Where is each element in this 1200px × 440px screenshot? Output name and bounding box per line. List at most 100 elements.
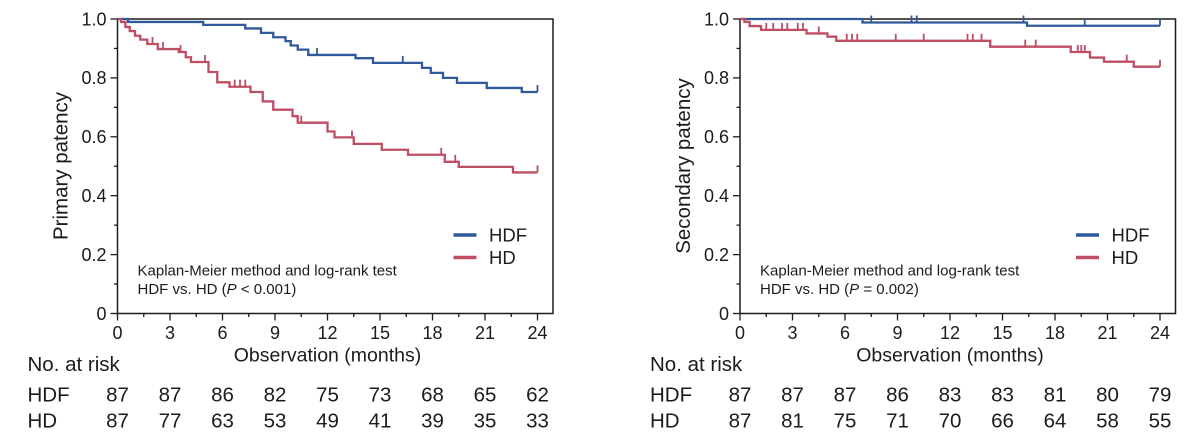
- at-risk-row-hdf: HDF 87 87 86 82 75 73 68 65 62: [28, 384, 549, 407]
- at-risk-value: 71: [886, 410, 909, 433]
- at-risk-row-hd: HD 87 81 75 71 70 66 64 58 55: [650, 410, 1171, 433]
- hdf-curve: [740, 17, 1160, 27]
- at-risk-value: 87: [729, 384, 752, 407]
- legend-label-hd: HD: [1112, 247, 1139, 268]
- y-tick-label: 0.2: [81, 245, 106, 265]
- hd-censor-marks: [151, 37, 539, 173]
- hd-curve: [117, 17, 538, 174]
- x-tick-label: 21: [475, 323, 495, 343]
- y-tick-label: 0.4: [81, 186, 106, 206]
- y-tick-label: 0: [719, 304, 729, 324]
- stats-annotation: Kaplan-Meier method and log-rank testHDF…: [138, 263, 398, 299]
- legend-label-hdf: HDF: [489, 225, 527, 246]
- at-risk-value: 75: [316, 384, 339, 407]
- at-risk-header: No. at risk: [650, 353, 743, 376]
- at-risk-value: 87: [106, 384, 129, 407]
- y-axis-label: Primary patency: [50, 91, 73, 240]
- at-risk-table: No. at risk HDF 87 87 87 86 83 83 81 80 79 HD 87 81 75…: [650, 353, 1171, 433]
- x-tick-label: 12: [940, 323, 960, 343]
- at-risk-value: 80: [1096, 384, 1119, 407]
- at-risk-value: 64: [1044, 410, 1067, 433]
- at-risk-value: 83: [991, 384, 1014, 407]
- x-tick-label: 15: [370, 323, 390, 343]
- at-risk-value: 81: [781, 410, 804, 433]
- x-tick-label: 0: [112, 323, 122, 343]
- at-risk-value: 87: [159, 384, 182, 407]
- at-risk-value: 53: [264, 410, 287, 433]
- x-tick-label: 18: [1045, 323, 1065, 343]
- at-risk-value: 87: [729, 410, 752, 433]
- at-risk-row-label: HD: [650, 410, 680, 433]
- y-tick-label: 0.8: [704, 68, 729, 88]
- y-axis-label: Secondary patency: [672, 78, 695, 254]
- at-risk-value: 58: [1096, 410, 1119, 433]
- primary-patency-plot: 0 3 6 9 12 15 18 21 24 0 0.2 0.4 0.6 0.8 1.0 Observatio…: [28, 9, 554, 433]
- x-tick-label: 0: [735, 323, 745, 343]
- y-tick-label: 0.6: [81, 127, 106, 147]
- x-tick-label: 18: [422, 323, 442, 343]
- x-tick-label: 12: [317, 323, 337, 343]
- at-risk-value: 82: [264, 384, 287, 407]
- at-risk-value: 66: [991, 410, 1014, 433]
- hdf-curve: [117, 17, 538, 94]
- x-tick-label: 15: [992, 323, 1012, 343]
- hd-censor-marks: [765, 22, 1161, 67]
- y-tick-label: 0.6: [704, 127, 729, 147]
- secondary-patency-plot: 0 3 6 9 12 15 18 21 24 0 0.2 0.4 0.6 0.8 1.0 Observatio…: [650, 9, 1177, 433]
- y-tick-label: 0.2: [704, 245, 729, 265]
- at-risk-value: 55: [1149, 410, 1172, 433]
- at-risk-value: 86: [886, 384, 909, 407]
- at-risk-value: 73: [369, 384, 392, 407]
- at-risk-value: 49: [316, 410, 339, 433]
- y-tick-label: 0.4: [704, 186, 729, 206]
- at-risk-value: 87: [781, 384, 804, 407]
- stats-annotation-line1: Kaplan-Meier method and log-rank test: [138, 263, 398, 280]
- hdf-censor-marks: [870, 15, 1161, 26]
- hd-curve: [740, 17, 1160, 68]
- at-risk-table: No. at risk HDF 87 87 86 82 75 73 68 65 62 HD 87 77 63…: [28, 353, 549, 433]
- at-risk-value: 39: [421, 410, 444, 433]
- at-risk-row-label: HD: [28, 410, 58, 433]
- x-tick-label: 6: [840, 323, 850, 343]
- x-tick-label: 3: [787, 323, 797, 343]
- stats-annotation-line1: Kaplan-Meier method and log-rank test: [760, 263, 1020, 280]
- x-tick-label: 24: [527, 323, 547, 343]
- at-risk-value: 62: [526, 384, 549, 407]
- y-tick-label: 0: [96, 304, 106, 324]
- at-risk-header: No. at risk: [28, 353, 121, 376]
- at-risk-value: 79: [1149, 384, 1172, 407]
- at-risk-value: 81: [1044, 384, 1067, 407]
- x-tick-label: 21: [1097, 323, 1117, 343]
- at-risk-value: 75: [834, 410, 857, 433]
- x-tick-label: 6: [217, 323, 227, 343]
- at-risk-value: 35: [474, 410, 497, 433]
- at-risk-value: 87: [834, 384, 857, 407]
- x-tick-label: 9: [892, 323, 902, 343]
- x-tick-label: 9: [270, 323, 280, 343]
- hdf-censor-marks: [316, 47, 539, 93]
- at-risk-row-label: HDF: [650, 384, 692, 407]
- x-tick-label: 24: [1150, 323, 1170, 343]
- y-tick-label: 1.0: [81, 9, 106, 29]
- at-risk-value: 68: [421, 384, 444, 407]
- legend-label-hdf: HDF: [1112, 225, 1150, 246]
- at-risk-value: 33: [526, 410, 549, 433]
- x-tick-label: 3: [165, 323, 175, 343]
- y-tick-label: 1.0: [704, 9, 729, 29]
- at-risk-value: 63: [211, 410, 234, 433]
- stats-annotation-line2: HDF vs. HD (P = 0.002): [760, 281, 919, 298]
- stats-annotation-line2: HDF vs. HD (P < 0.001): [138, 281, 297, 298]
- at-risk-value: 41: [369, 410, 392, 433]
- at-risk-value: 70: [939, 410, 962, 433]
- at-risk-value: 83: [939, 384, 962, 407]
- stats-annotation: Kaplan-Meier method and log-rank testHDF…: [760, 263, 1020, 299]
- legend-label-hd: HD: [489, 247, 516, 268]
- at-risk-row-label: HDF: [28, 384, 70, 407]
- at-risk-value: 65: [474, 384, 497, 407]
- at-risk-row-hdf: HDF 87 87 87 86 83 83 81 80 79: [650, 384, 1171, 407]
- at-risk-value: 86: [211, 384, 234, 407]
- y-tick-label: 0.8: [81, 68, 106, 88]
